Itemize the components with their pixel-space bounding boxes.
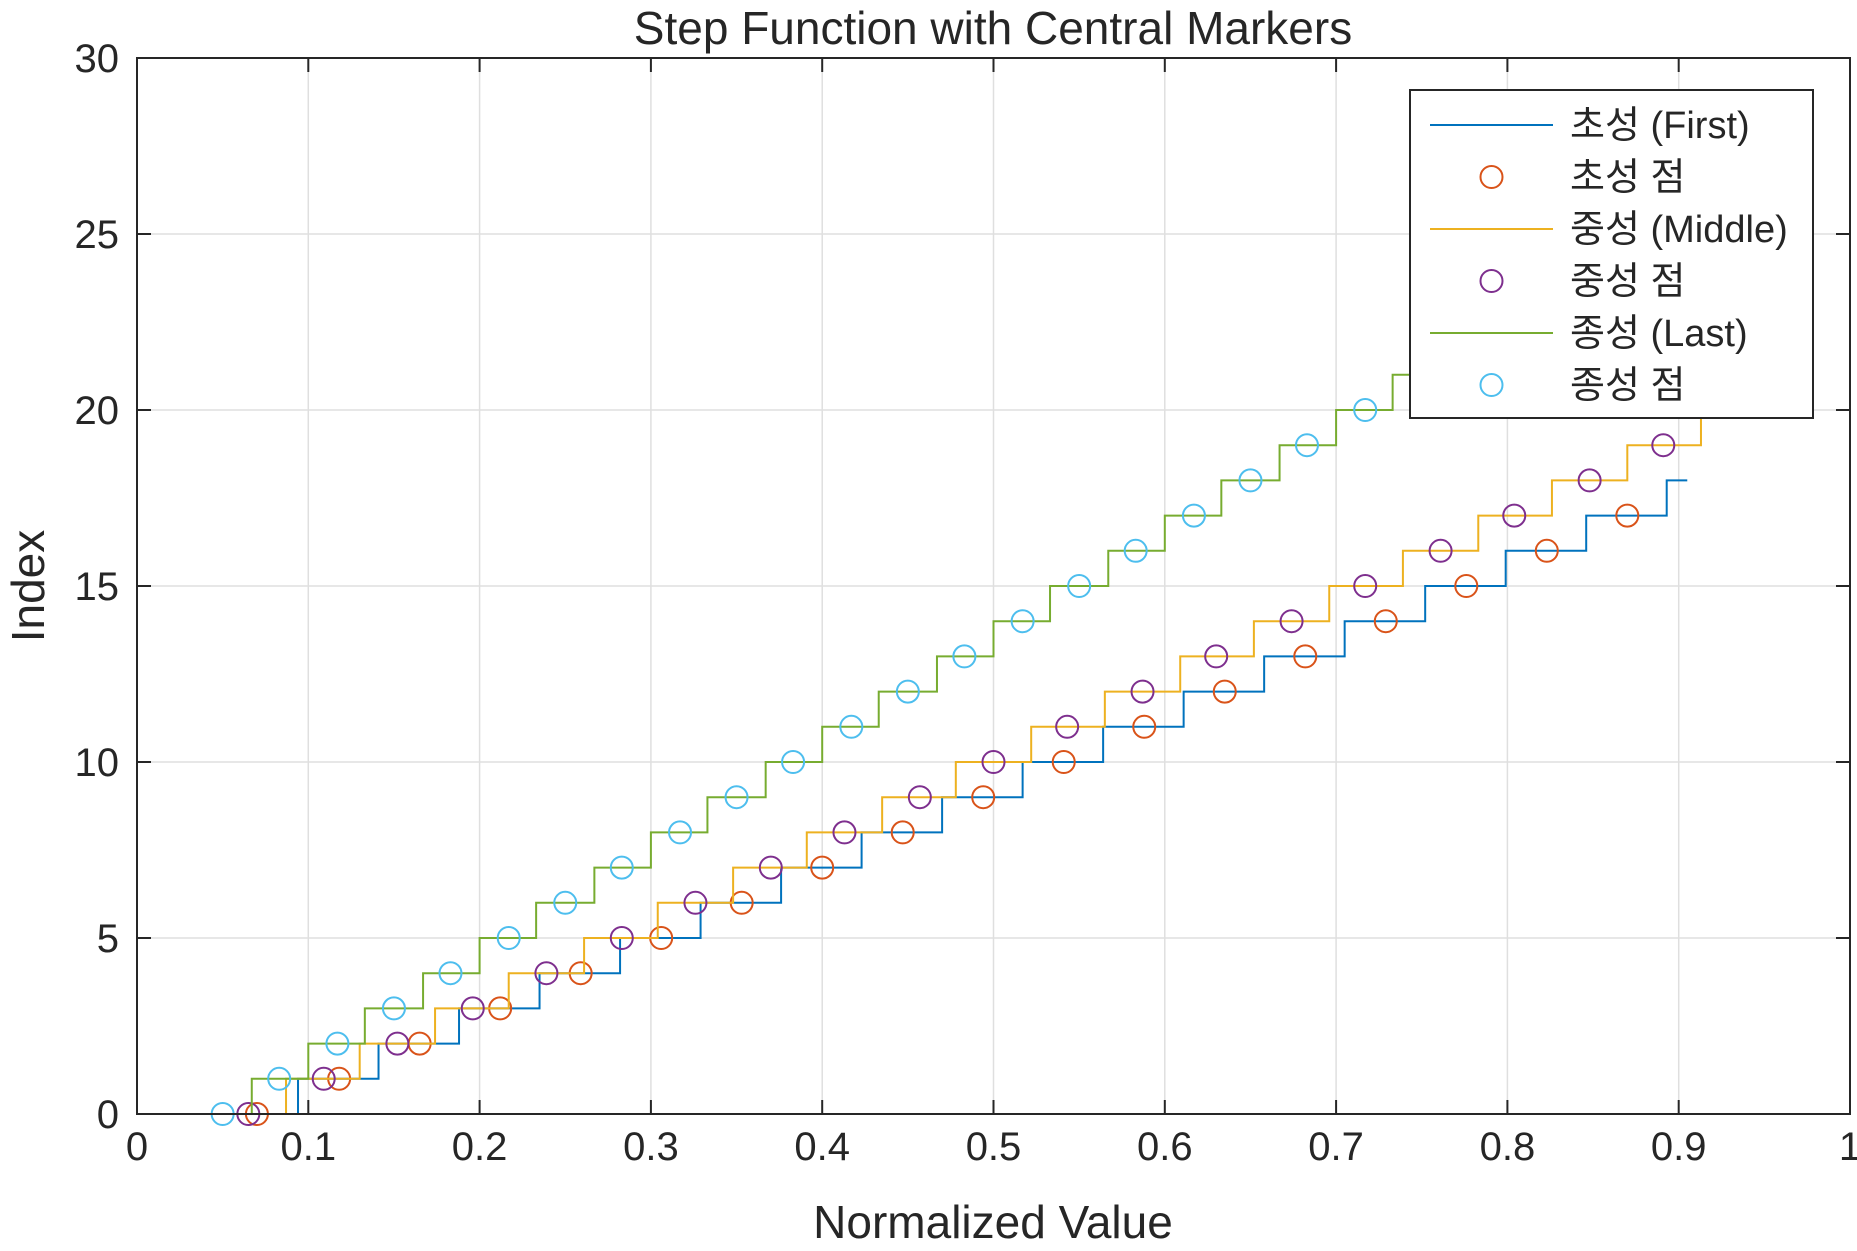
chart-title: Step Function with Central Markers [634, 2, 1352, 54]
legend-label: 종성 (Last) [1570, 313, 1748, 355]
y-axis-label: Index [2, 530, 54, 643]
x-tick-label: 0.4 [794, 1125, 850, 1169]
y-tick-label: 15 [75, 565, 120, 609]
legend-label: 중성 점 [1570, 261, 1685, 303]
legend-label: 종성 점 [1570, 365, 1685, 407]
x-tick-label: 0.8 [1480, 1125, 1536, 1169]
x-tick-label: 0.9 [1651, 1125, 1707, 1169]
y-tick-label: 30 [75, 37, 120, 81]
legend: 초성 (First) 초성 점중성 (Middle) 중성 점종성 (Last) 종성… [1410, 90, 1813, 418]
x-axis-label: Normalized Value [813, 1196, 1173, 1246]
y-tick-label: 25 [75, 213, 120, 257]
x-tick-label: 0.1 [280, 1125, 336, 1169]
y-tick-label: 5 [97, 917, 119, 961]
x-tick-label: 0.5 [966, 1125, 1022, 1169]
legend-label: 초성 점 [1570, 157, 1685, 199]
x-tick-label: 1 [1839, 1125, 1857, 1169]
x-tick-label: 0.2 [452, 1125, 508, 1169]
y-tick-label: 0 [97, 1093, 119, 1137]
y-tick-label: 10 [75, 741, 120, 785]
legend-label: 중성 (Middle) [1570, 209, 1788, 251]
x-tick-label: 0.7 [1308, 1125, 1364, 1169]
legend-label: 초성 (First) [1570, 105, 1750, 147]
y-tick-label: 20 [75, 389, 120, 433]
x-tick-label: 0 [126, 1125, 148, 1169]
x-tick-label: 0.6 [1137, 1125, 1193, 1169]
x-tick-label: 0.3 [623, 1125, 679, 1169]
